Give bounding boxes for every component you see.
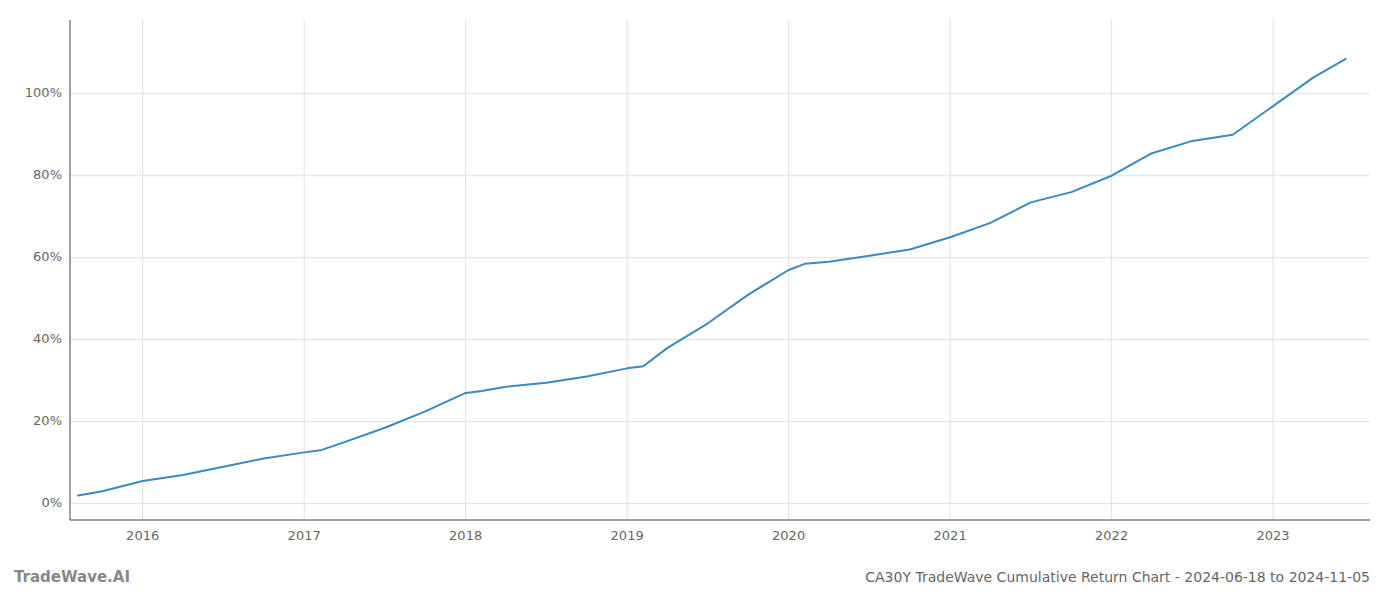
- x-tick-label: 2023: [1257, 528, 1290, 543]
- grid-line-x: [304, 20, 305, 520]
- grid-line-y: [70, 421, 1370, 422]
- y-axis-line: [70, 20, 71, 520]
- grid-line-y: [70, 257, 1370, 258]
- watermark: TradeWave.AI: [14, 568, 130, 586]
- x-tick-label: 2016: [126, 528, 159, 543]
- data-line: [78, 59, 1346, 495]
- grid: [70, 20, 1370, 520]
- x-tick-label: 2019: [611, 528, 644, 543]
- y-tick-label: 40%: [33, 331, 62, 346]
- grid-line-x: [142, 20, 143, 520]
- grid-line-y: [70, 503, 1370, 504]
- y-tick-label: 60%: [33, 249, 62, 264]
- chart-title: CA30Y TradeWave Cumulative Return Chart …: [865, 569, 1370, 585]
- grid-line-y: [70, 339, 1370, 340]
- x-tick-label: 2021: [934, 528, 967, 543]
- y-tick-label: 100%: [25, 85, 62, 100]
- x-tick-label: 2022: [1095, 528, 1128, 543]
- grid-line-x: [1111, 20, 1112, 520]
- grid-line-x: [950, 20, 951, 520]
- tick-labels: 0% 20% 40% 60% 80% 100% 2016 2017 2018 2019 2020 20…: [25, 85, 1290, 543]
- x-tick-label: 2017: [288, 528, 321, 543]
- grid-line-x: [465, 20, 466, 520]
- y-tick-label: 0%: [41, 495, 62, 510]
- grid-line-x: [1273, 20, 1274, 520]
- grid-line-y: [70, 93, 1370, 94]
- x-tick-label: 2020: [772, 528, 805, 543]
- y-tick-label: 20%: [33, 413, 62, 428]
- chart-container: 0% 20% 40% 60% 80% 100% 2016 2017 2018 2019 2020 20…: [0, 0, 1400, 600]
- grid-line-y: [70, 175, 1370, 176]
- x-axis-line: [70, 520, 1370, 521]
- plot-area: [78, 59, 1346, 495]
- grid-line-x: [627, 20, 628, 520]
- chart-svg: 0% 20% 40% 60% 80% 100% 2016 2017 2018 2019 2020 20…: [0, 0, 1400, 600]
- y-tick-label: 80%: [33, 167, 62, 182]
- x-tick-label: 2018: [449, 528, 482, 543]
